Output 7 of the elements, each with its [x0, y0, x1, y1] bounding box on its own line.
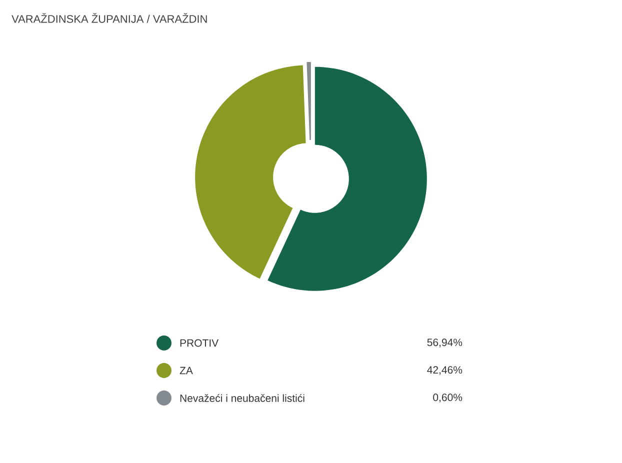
data-label: 0,60%	[433, 394, 462, 402]
chart-title: VARAŽDINSKA ŽUPANIJA / VARAŽDIN	[12, 13, 207, 23]
data-label: 56,94%	[427, 338, 462, 348]
legend-label: PROTIV	[180, 339, 219, 347]
legend-label: ZA	[180, 366, 193, 374]
data-label: 42,46%	[427, 366, 462, 375]
legend-label: Nevažeći i neubačeni listići	[180, 394, 304, 402]
